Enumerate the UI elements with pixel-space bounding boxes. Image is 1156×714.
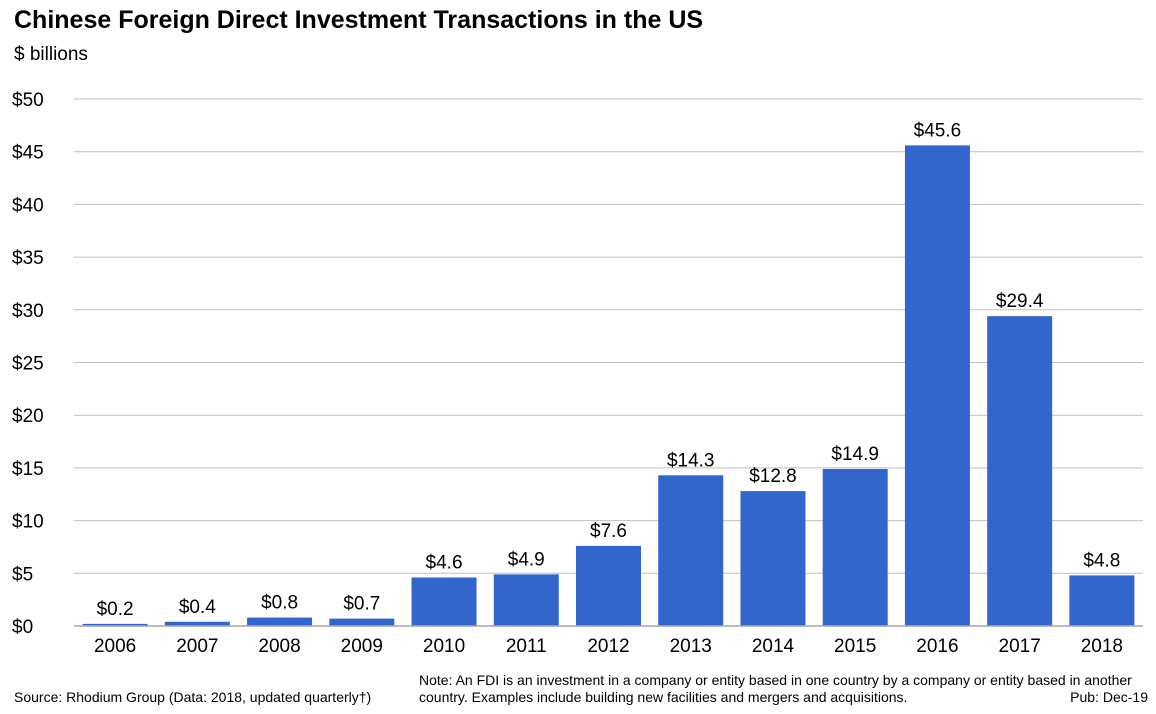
source-note: Source: Rhodium Group (Data: 2018, updat… (14, 689, 372, 705)
y-tick-label: $25 (12, 354, 44, 375)
x-tick-label: 2011 (506, 636, 547, 657)
bar (247, 617, 313, 626)
bar (493, 574, 559, 626)
x-tick-label: 2009 (341, 636, 383, 657)
data-label: $14.3 (667, 450, 715, 471)
y-tick-label: $5 (12, 564, 33, 585)
y-tick-label: $35 (12, 248, 44, 269)
y-tick-label: $50 (12, 90, 44, 111)
data-label: $29.4 (996, 291, 1044, 312)
data-label: $0.2 (97, 599, 134, 620)
bar-chart: $0 $5 $10 $15 $20 $25 $30 $35 $40 $45 $50 $0.2 2006 $… (12, 90, 1143, 657)
x-tick-label: 2016 (916, 636, 958, 657)
publication-date: Pub: Dec-19 (1070, 689, 1148, 705)
x-tick-label: 2013 (670, 636, 712, 657)
data-label: $4.8 (1083, 550, 1120, 571)
chart-subtitle: $ billions (14, 44, 88, 65)
chart-title: Chinese Foreign Direct Investment Transa… (14, 6, 704, 34)
bar (329, 618, 395, 626)
data-label: $14.9 (831, 444, 879, 465)
bar (82, 623, 148, 626)
x-tick-label: 2015 (834, 636, 876, 657)
y-tick-label: $30 (12, 301, 44, 322)
x-tick-label: 2012 (587, 636, 629, 657)
data-label: $0.8 (261, 593, 298, 614)
y-tick-label: $40 (12, 195, 44, 216)
bar (411, 577, 477, 626)
bar (576, 545, 641, 626)
bar (904, 145, 970, 626)
fdi-definition-note: Note: An FDI is an investment in a compa… (419, 672, 1132, 705)
x-tick-label: 2006 (94, 636, 136, 657)
x-tick-label: 2018 (1081, 636, 1123, 657)
data-label: $0.7 (343, 594, 380, 615)
data-label: $7.6 (590, 521, 627, 542)
bar (987, 316, 1053, 626)
data-label: $4.6 (426, 553, 463, 574)
bar (740, 491, 806, 626)
y-tick-label: $10 (12, 512, 44, 533)
bar (822, 468, 888, 626)
y-tick-label: $45 (12, 143, 44, 164)
x-tick-label: 2008 (258, 636, 300, 657)
x-tick-label: 2017 (999, 636, 1041, 657)
y-tick-label: $20 (12, 406, 44, 427)
x-tick-label: 2007 (176, 636, 218, 657)
data-label: $12.8 (749, 466, 797, 487)
x-tick-label: 2010 (423, 636, 465, 657)
data-label: $0.4 (179, 597, 216, 618)
y-tick-label: $0 (12, 617, 33, 638)
bar (658, 475, 724, 626)
data-label: $4.9 (508, 549, 545, 570)
bar (1069, 575, 1135, 626)
bar (164, 621, 230, 626)
y-tick-label: $15 (12, 459, 44, 480)
x-tick-label: 2014 (752, 636, 795, 657)
data-label: $45.6 (914, 120, 962, 141)
